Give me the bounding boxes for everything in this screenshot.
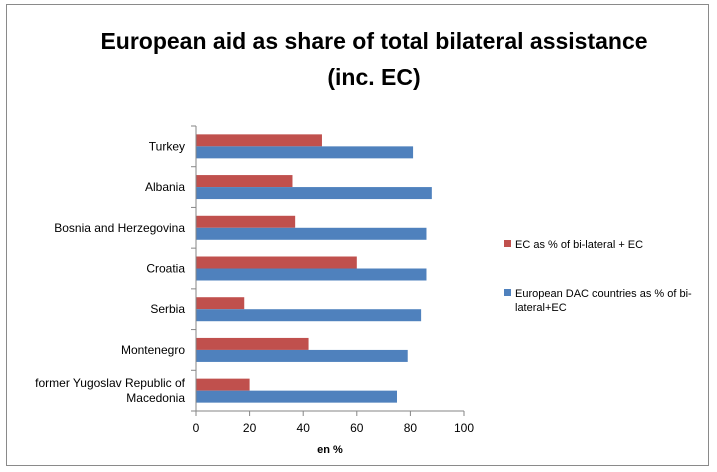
- legend-label: European DAC countries as % of bi-: [515, 288, 692, 300]
- category-label: Turkey: [149, 139, 185, 153]
- legend: EC as % of bi-lateral + EC European DAC c…: [504, 239, 692, 314]
- category-label: Macedonia: [126, 391, 185, 405]
- legend-swatch-ec: [504, 240, 511, 247]
- bar-european-dac: [196, 146, 414, 159]
- bar-european-dac: [196, 309, 422, 322]
- category-label: Albania: [145, 180, 185, 194]
- bar-ec: [196, 134, 322, 147]
- bar-european-dac: [196, 349, 408, 362]
- category-label: Serbia: [150, 302, 185, 316]
- x-tick-label: 100: [454, 421, 474, 435]
- bar-european-dac: [196, 227, 427, 240]
- category-label: Bosnia and Herzegovina: [54, 221, 185, 235]
- x-tick-label: 0: [193, 421, 200, 435]
- bar-european-dac: [196, 187, 432, 200]
- chart-title-line: European aid as share of total bilateral…: [100, 28, 647, 54]
- category-label: Montenegro: [121, 343, 185, 357]
- bar-ec: [196, 378, 250, 391]
- x-tick-label: 80: [404, 421, 418, 435]
- bar-ec: [196, 297, 245, 310]
- bar-ec: [196, 215, 296, 228]
- bar-european-dac: [196, 268, 427, 281]
- bar-european-dac: [196, 390, 397, 403]
- legend-label: EC as % of bi-lateral + EC: [515, 239, 643, 251]
- legend-swatch-european-dac: [504, 289, 511, 296]
- bar-ec: [196, 337, 309, 350]
- x-tick-label: 40: [297, 421, 311, 435]
- legend-label: lateral+EC: [515, 302, 567, 314]
- x-tick-label: 60: [350, 421, 364, 435]
- bar-ec: [196, 256, 357, 269]
- chart-frame: European aid as share of total bilateral…: [6, 4, 709, 466]
- category-label: Croatia: [146, 262, 185, 276]
- plot-area: Turkey Albania Bosnia and Herzegovina Croat…: [35, 125, 474, 456]
- x-tick-label: 20: [243, 421, 257, 435]
- chart-title-line: (inc. EC): [327, 64, 420, 90]
- bar-ec: [196, 175, 293, 188]
- x-axis-title: en %: [317, 444, 343, 456]
- bar-chart: European aid as share of total bilateral…: [35, 28, 692, 456]
- chart-title: European aid as share of total bilateral…: [100, 28, 647, 90]
- category-label: former Yugoslav Republic of: [35, 376, 186, 390]
